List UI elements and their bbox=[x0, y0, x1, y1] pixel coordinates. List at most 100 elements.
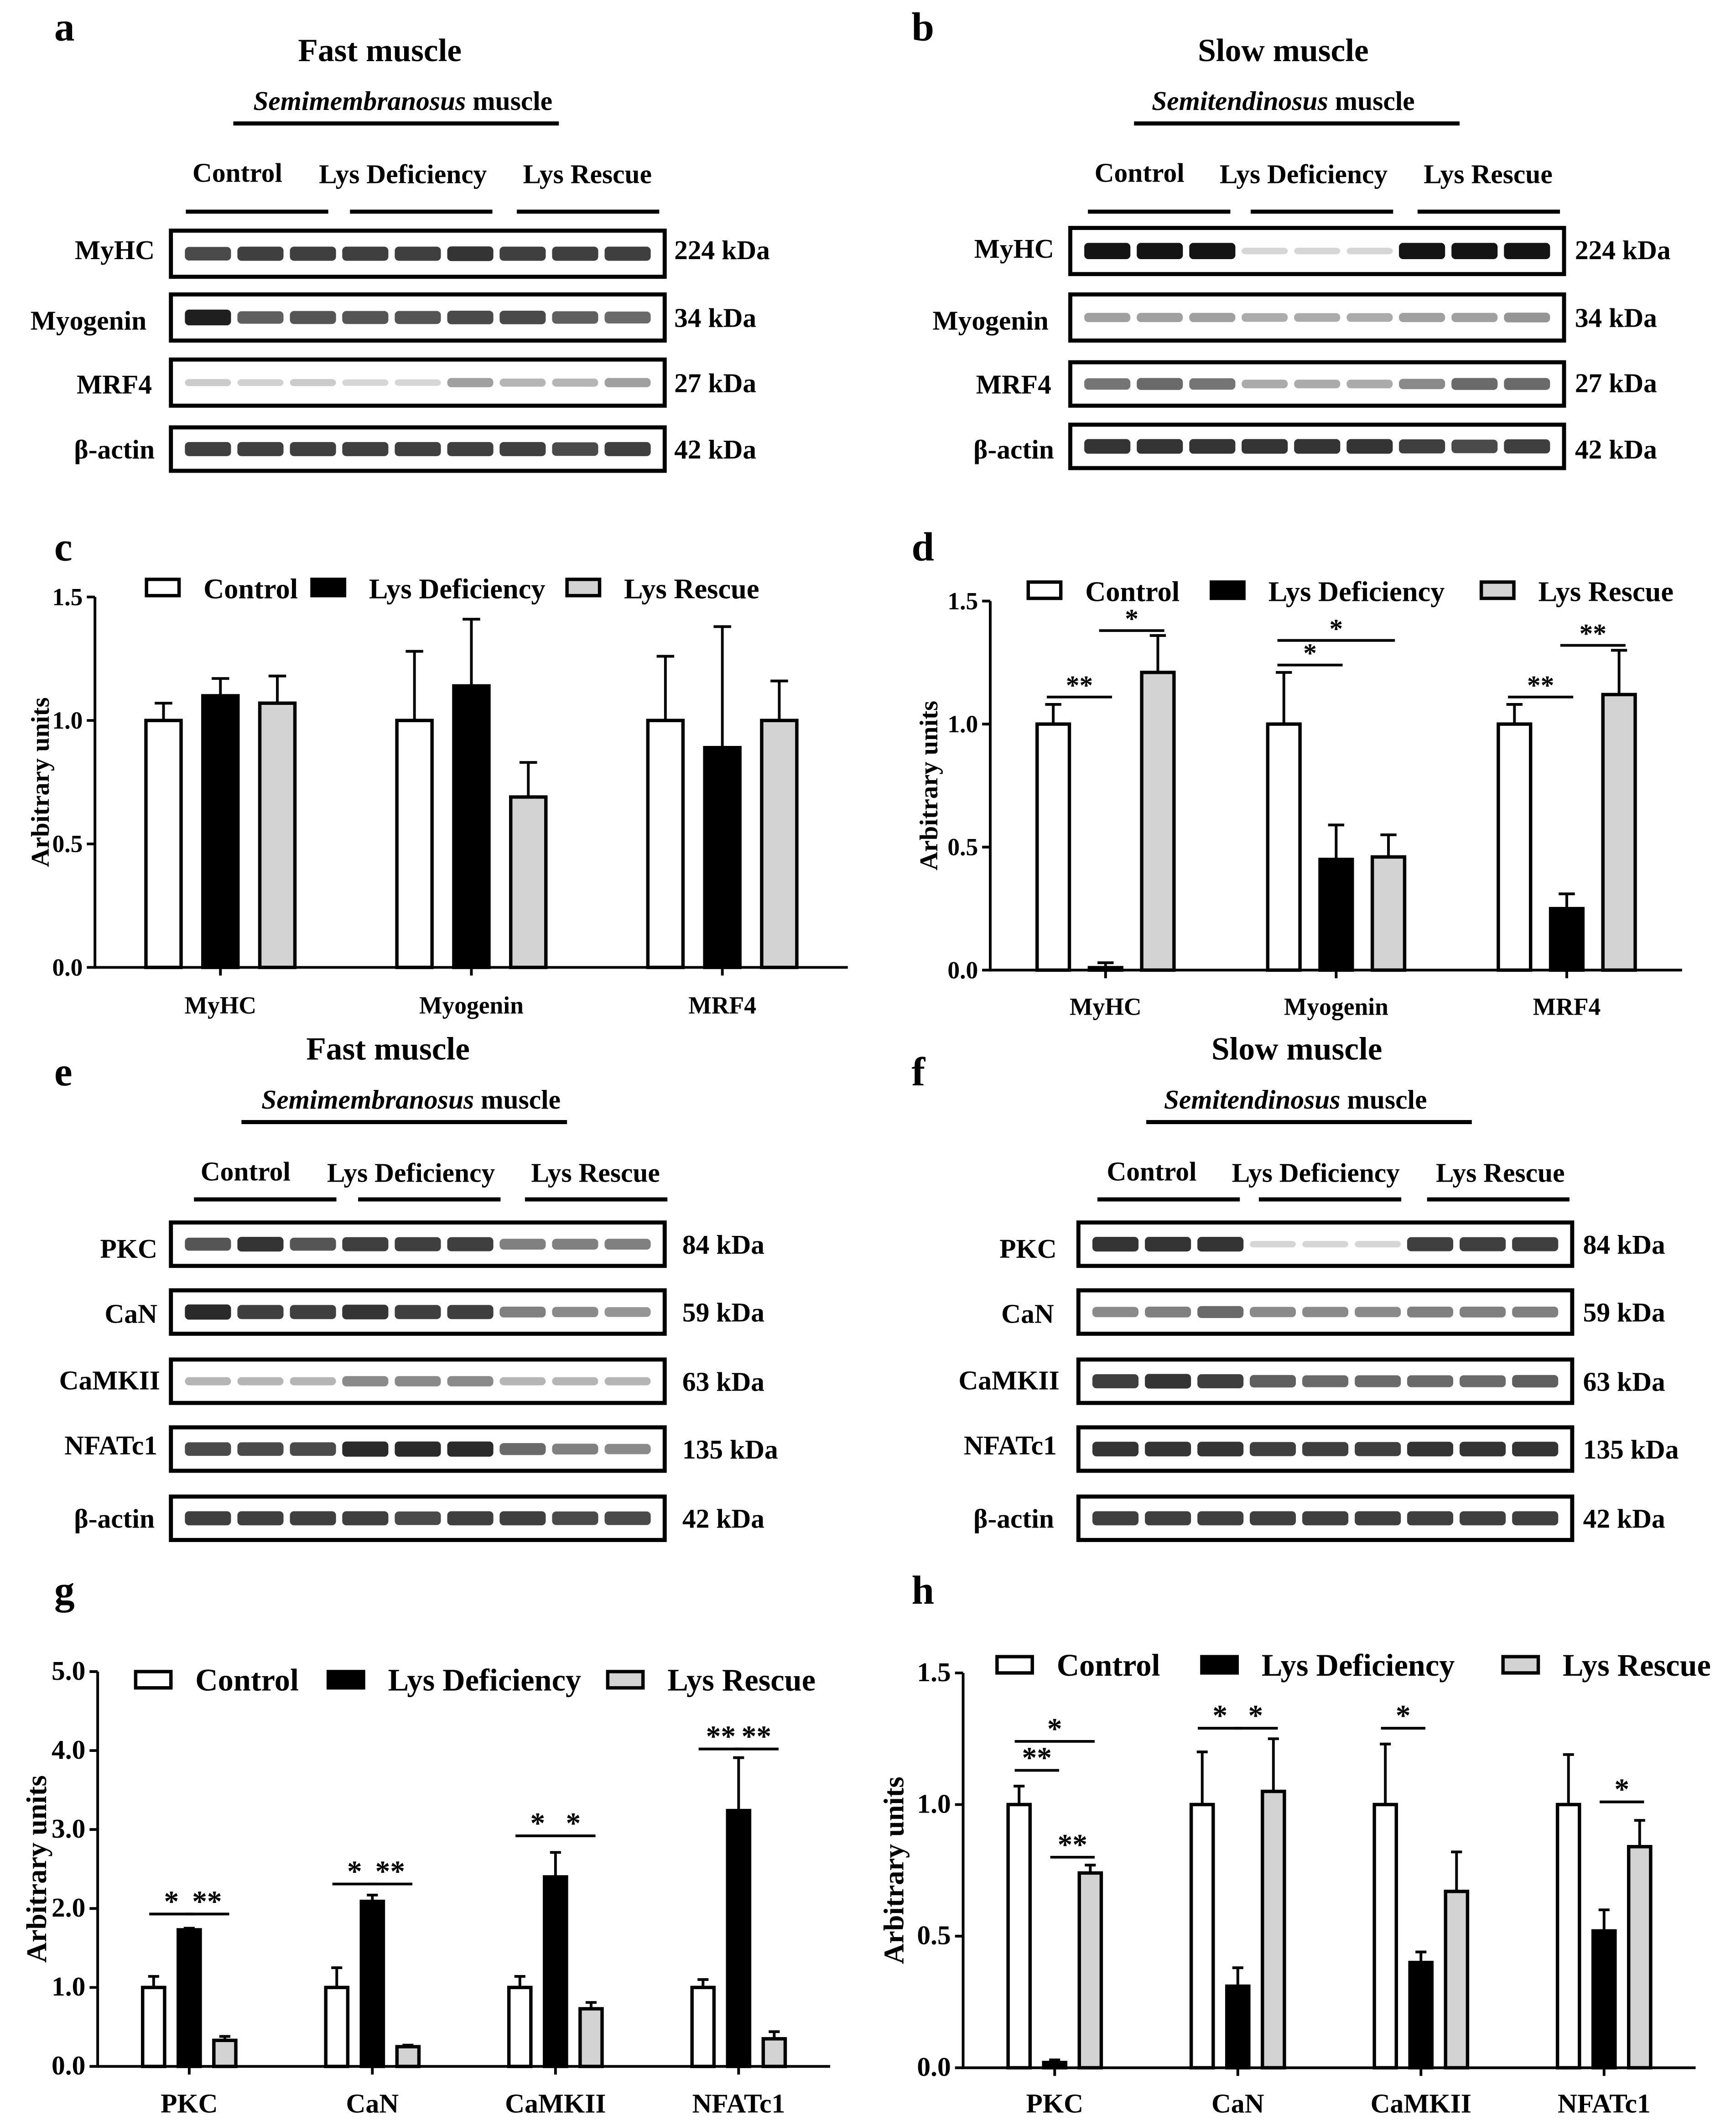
blot-band bbox=[237, 246, 284, 261]
legend-label: Lys Rescue bbox=[1563, 1648, 1711, 1683]
blot-band bbox=[604, 1239, 651, 1250]
band-row bbox=[1084, 243, 1550, 260]
blot-band bbox=[447, 378, 494, 387]
y-tick-label: 1.0 bbox=[917, 1788, 951, 1819]
muscle-name-suffix: muscle bbox=[1328, 86, 1415, 116]
blot-band bbox=[552, 1443, 598, 1455]
blot-band bbox=[185, 1304, 231, 1320]
blot-band bbox=[1249, 1511, 1296, 1526]
protein-label: MyHC bbox=[75, 235, 155, 265]
bar bbox=[646, 719, 685, 969]
blot-band bbox=[1092, 1442, 1139, 1457]
category-label: MyHC bbox=[185, 992, 257, 1019]
bar bbox=[452, 684, 491, 969]
blot-band bbox=[237, 442, 284, 456]
blot-band bbox=[290, 1377, 336, 1386]
blot-band bbox=[1092, 1374, 1139, 1388]
blot-band bbox=[499, 1306, 546, 1318]
blot-band bbox=[342, 442, 389, 456]
chart-panel-c: 0.0 0.5 1.0 1.5 Arbitrary units MyHC Myogenin M… bbox=[26, 573, 848, 1019]
blot-panel-e: Fast muscle Semimembranosus muscle Contr… bbox=[59, 1031, 778, 1542]
y-tick-label: 1.0 bbox=[52, 1971, 85, 2001]
muscle-name-italic: Semimembranosus bbox=[253, 86, 466, 116]
bar bbox=[1042, 2061, 1068, 2070]
blot-band bbox=[1346, 313, 1393, 322]
protein-label: CaN bbox=[1001, 1299, 1054, 1329]
protein-label: β-actin bbox=[74, 1504, 155, 1534]
blot-band bbox=[1407, 1375, 1454, 1387]
blot-band bbox=[290, 1305, 336, 1319]
blot-band bbox=[552, 1307, 598, 1318]
y-tick-label: 2.0 bbox=[52, 1892, 85, 1923]
category-label: Myogenin bbox=[419, 992, 524, 1019]
muscle-name-suffix: muscle bbox=[1341, 1084, 1427, 1115]
bar bbox=[690, 1985, 716, 2069]
blot-band bbox=[1504, 313, 1550, 323]
y-tick-label: 0.5 bbox=[52, 830, 83, 858]
y-tick-label: 0.0 bbox=[917, 2052, 951, 2082]
kda-label: 59 kDa bbox=[682, 1297, 764, 1328]
muscle-name-suffix: muscle bbox=[474, 1084, 561, 1115]
legend-label: Control bbox=[1085, 575, 1180, 607]
legend-swatch bbox=[326, 1670, 365, 1690]
blot-band bbox=[1137, 313, 1183, 323]
blot-band bbox=[1512, 1237, 1559, 1251]
blot-band bbox=[1084, 439, 1131, 454]
bar bbox=[1444, 1890, 1470, 2070]
bar bbox=[1077, 1871, 1103, 2070]
blot-band bbox=[499, 1239, 546, 1250]
blot-band bbox=[1451, 243, 1498, 260]
blot-band bbox=[395, 379, 441, 386]
category-label: CaMKII bbox=[505, 2089, 606, 2119]
blot-band bbox=[1451, 313, 1498, 323]
blot-band bbox=[1242, 248, 1288, 255]
blot-band bbox=[342, 1511, 389, 1526]
band-row bbox=[1092, 1237, 1559, 1252]
blot-band bbox=[237, 1442, 284, 1456]
blot-band bbox=[1092, 1307, 1139, 1318]
blot-band bbox=[395, 1237, 441, 1251]
band-row bbox=[185, 1511, 651, 1526]
blot-band bbox=[1145, 1511, 1191, 1526]
blot-band bbox=[1460, 1511, 1506, 1526]
blot-band bbox=[185, 247, 231, 261]
bar bbox=[1497, 722, 1533, 972]
legend-label: Lys Rescue bbox=[624, 573, 759, 605]
blot-band bbox=[499, 246, 546, 261]
muscle-name-italic: Semitendinosus bbox=[1164, 1084, 1341, 1115]
category-label: CaMKII bbox=[1371, 2089, 1471, 2119]
blot-band bbox=[1092, 1237, 1139, 1252]
category-label: PKC bbox=[1026, 2089, 1084, 2119]
bar bbox=[395, 719, 434, 969]
muscle-name-italic: Semimembranosus bbox=[261, 1084, 474, 1115]
blot-band bbox=[499, 378, 546, 387]
y-tick-label: 5.0 bbox=[52, 1656, 85, 1686]
blot-band bbox=[1249, 1241, 1296, 1248]
blot-band bbox=[447, 1511, 494, 1526]
kda-label: 63 kDa bbox=[1583, 1366, 1665, 1396]
band-row bbox=[185, 246, 651, 261]
blot-band bbox=[185, 1237, 231, 1251]
blot-band bbox=[447, 442, 494, 456]
blot-band bbox=[1137, 439, 1183, 454]
significance-label: ** bbox=[1066, 670, 1093, 700]
legend-swatch bbox=[606, 1670, 645, 1690]
legend-swatch bbox=[310, 578, 347, 598]
blot-band bbox=[1249, 1375, 1296, 1388]
blot-band bbox=[185, 309, 231, 326]
blot-band bbox=[1355, 1307, 1401, 1318]
blot-band bbox=[1084, 378, 1131, 390]
legend-swatch bbox=[1501, 1655, 1540, 1675]
blot-band bbox=[1504, 243, 1550, 260]
blot-band bbox=[604, 378, 651, 387]
blot-band bbox=[1355, 1442, 1401, 1456]
bar bbox=[177, 1928, 202, 2069]
category-label: MRF4 bbox=[688, 992, 756, 1019]
kda-label: 27 kDa bbox=[674, 368, 756, 398]
bar bbox=[1266, 722, 1302, 972]
panel-letter-e: e bbox=[54, 1049, 73, 1094]
blot-band bbox=[1189, 439, 1236, 454]
blot-band bbox=[604, 442, 651, 456]
blot-title: Fast muscle bbox=[298, 32, 462, 68]
significance-label: * bbox=[1212, 1699, 1227, 1732]
